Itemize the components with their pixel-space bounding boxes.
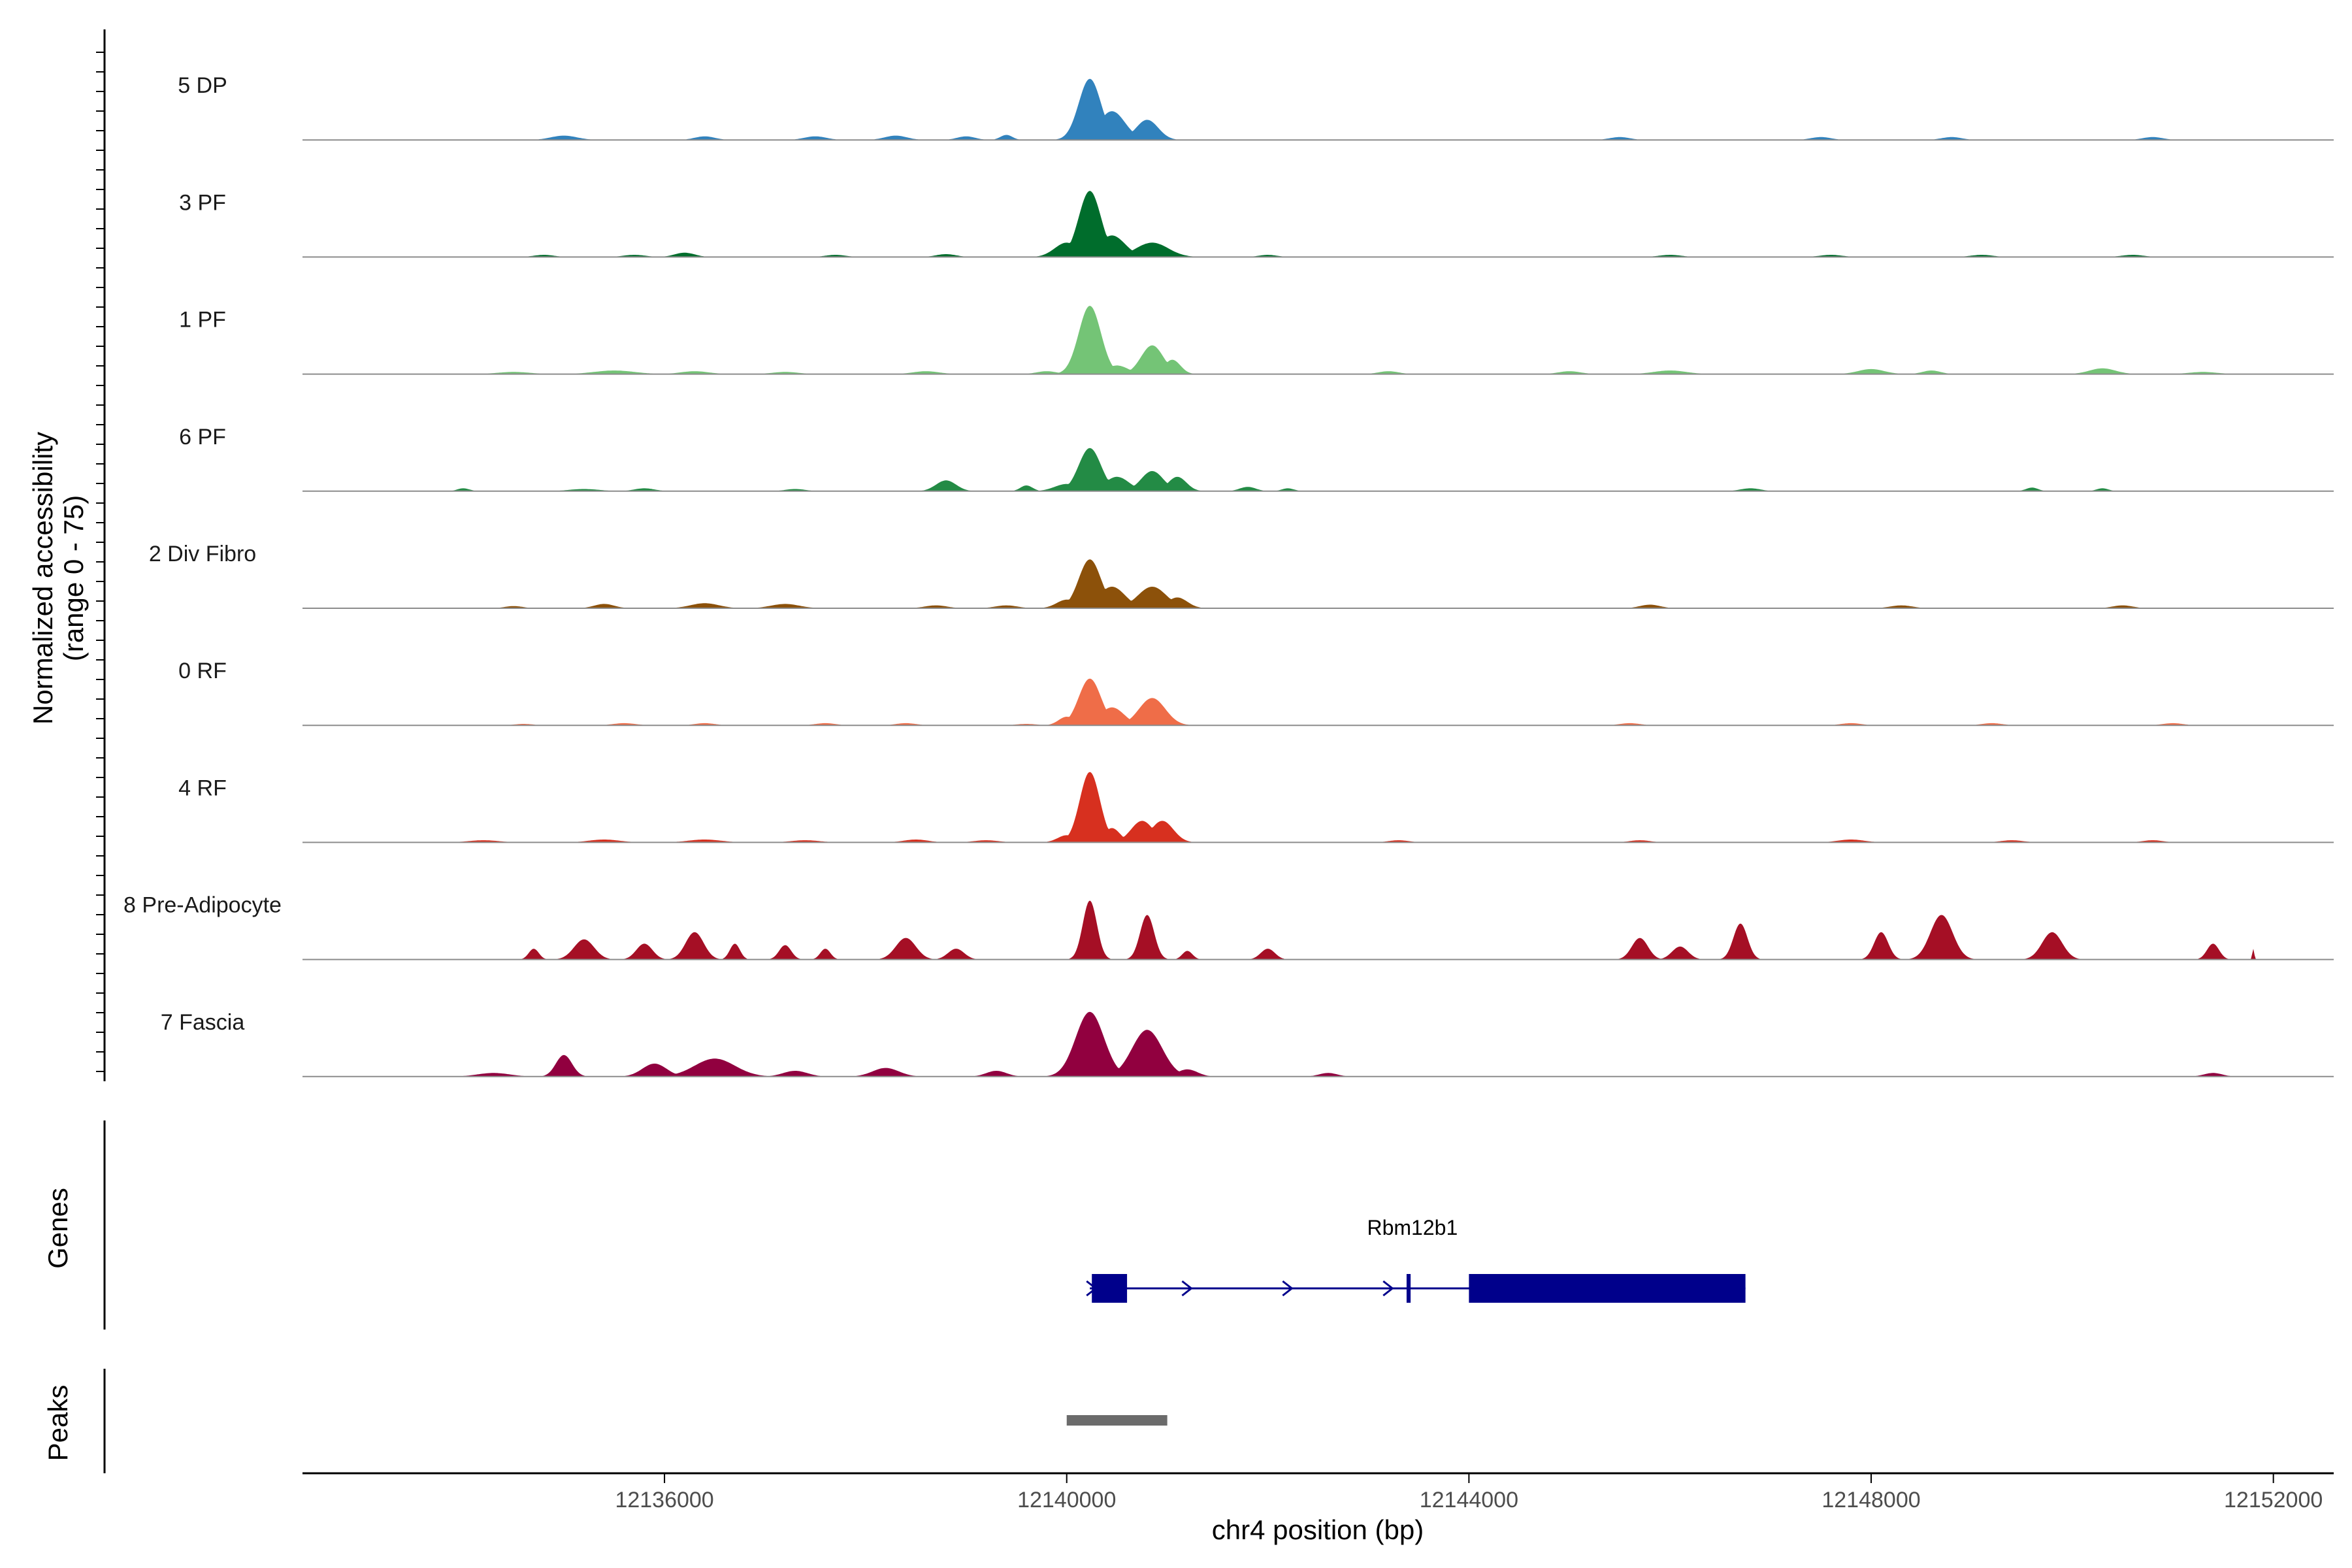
track-5-dp: 5 DP <box>178 73 2334 141</box>
track-label: 0 RF <box>178 659 227 683</box>
gene-exon <box>1406 1274 1411 1303</box>
gene-track: Genes Rbm12b1 <box>42 1188 1746 1303</box>
track-label: 1 PF <box>179 308 226 333</box>
track-8-pre-adipocyte: 8 Pre-Adipocyte <box>123 893 2334 960</box>
x-tick-label: 12136000 <box>615 1488 713 1512</box>
track-2-div-fibro: 2 Div Fibro <box>149 542 2334 609</box>
gene-label: Rbm12b1 <box>1367 1216 1458 1239</box>
track-7-fascia: 7 Fascia <box>161 1010 2334 1077</box>
track-label: 8 Pre-Adipocyte <box>123 893 282 918</box>
gene-exon <box>1469 1274 1746 1303</box>
gene-strand-arrow <box>1181 1280 1193 1297</box>
genes-panel-title: Genes <box>42 1188 73 1269</box>
left-axes <box>96 29 106 1473</box>
x-axis-title: chr4 position (bp) <box>1212 1514 1424 1545</box>
accessibility-tracks: 5 DP 3 PF 1 PF 6 PF 2 Div Fibro 0 RF 4 RF 8 Pre… <box>123 73 2334 1077</box>
track-6-pf: 6 PF <box>179 425 2334 492</box>
track-label: 2 Div Fibro <box>149 542 256 566</box>
peaks-panel-title: Peaks <box>42 1385 73 1462</box>
x-tick-label: 12144000 <box>1420 1488 1518 1512</box>
track-label: 7 Fascia <box>161 1010 245 1035</box>
track-label: 6 PF <box>179 425 226 449</box>
track-3-pf: 3 PF <box>179 190 2334 258</box>
x-tick-label: 12140000 <box>1017 1488 1116 1512</box>
y-axis-title-line2: (range 0 - 75) <box>58 495 89 661</box>
gene-exon <box>1092 1274 1128 1303</box>
gene-strand-arrow <box>1086 1280 1098 1297</box>
x-tick-label: 12152000 <box>2224 1488 2323 1512</box>
track-4-rf: 4 RF <box>178 772 2334 843</box>
track-label: 3 PF <box>179 190 226 215</box>
track-0-rf: 0 RF <box>178 659 2334 727</box>
x-tick-label: 12148000 <box>1821 1488 1920 1512</box>
x-axis: chr4 position (bp) 12136000 12140000 12144… <box>302 1472 2334 1545</box>
track-1-pf: 1 PF <box>179 306 2334 375</box>
track-label: 4 RF <box>178 776 227 800</box>
gene-strand-arrow <box>1382 1280 1394 1297</box>
gene-strand-arrow <box>1282 1280 1294 1297</box>
peak-region <box>1066 1415 1168 1426</box>
track-label: 5 DP <box>178 73 227 98</box>
peaks-track: Peaks <box>42 1385 1168 1462</box>
y-axis-title-line1: Normalized accessibility <box>27 432 58 725</box>
